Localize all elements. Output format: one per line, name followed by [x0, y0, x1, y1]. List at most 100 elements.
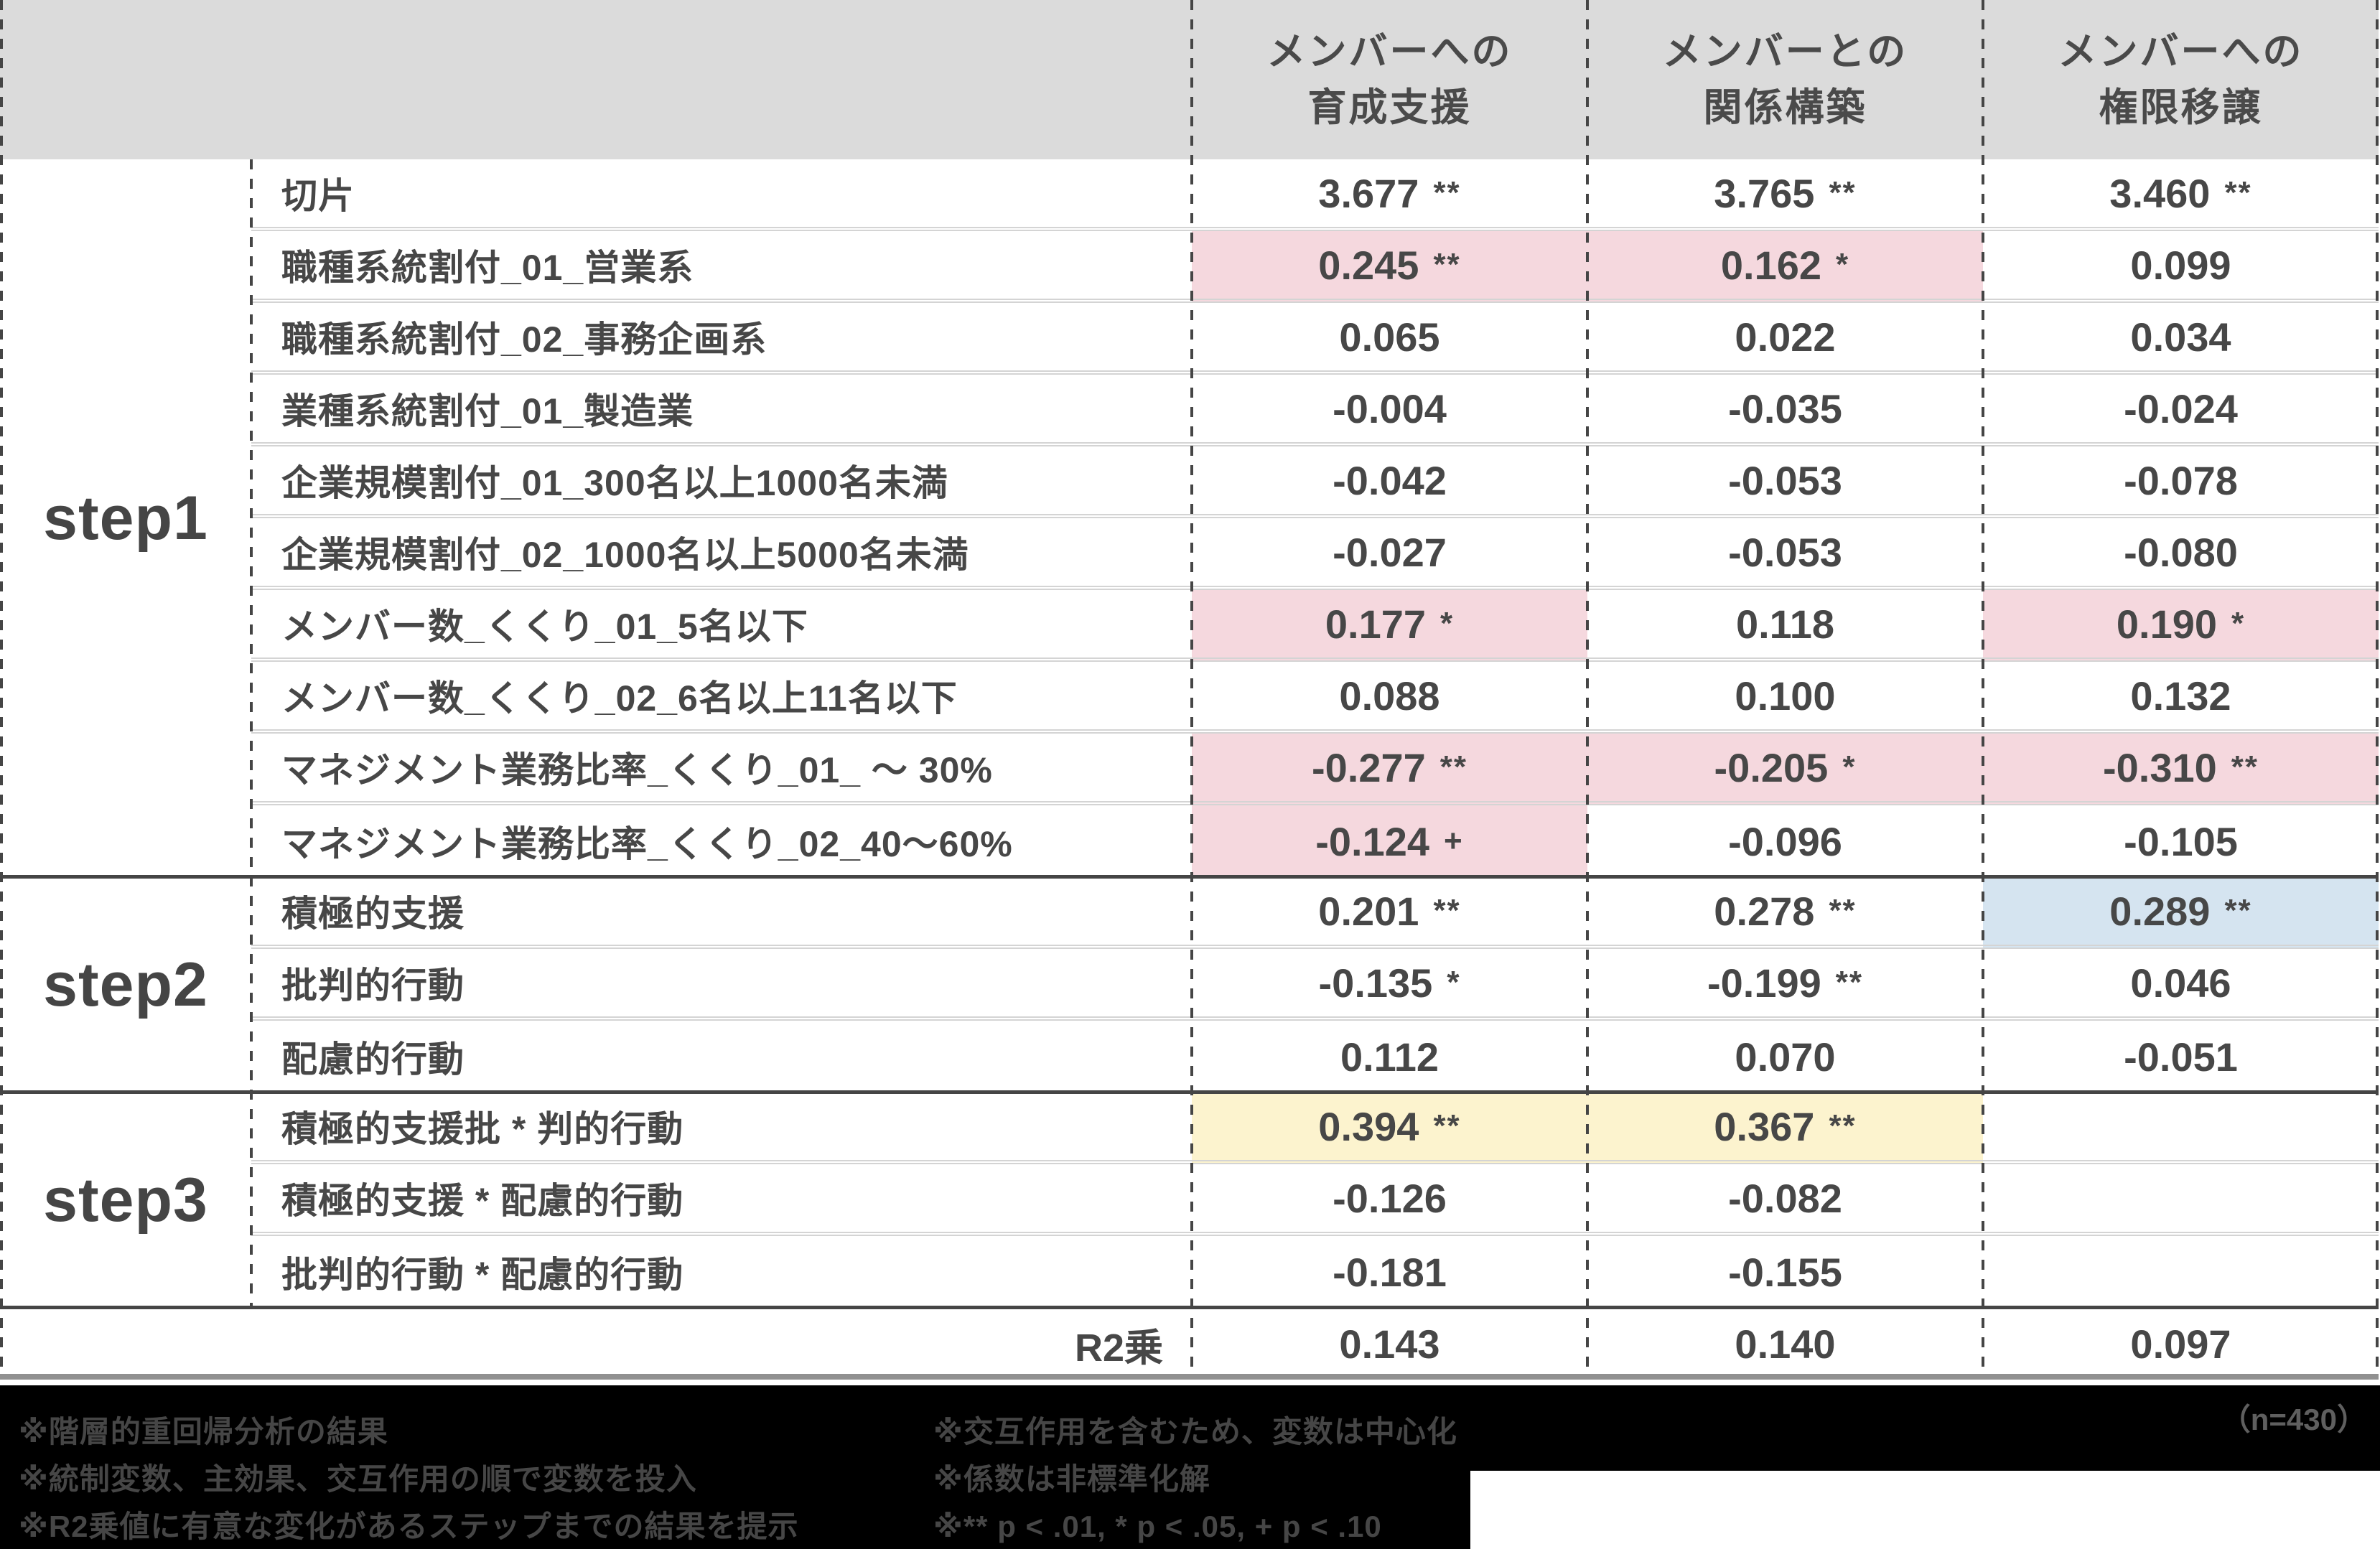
coefficient-value: -0.155: [1728, 1249, 1842, 1295]
coefficient-cell: 0.190 *: [1983, 590, 2379, 662]
coefficient-value: -0.124: [1315, 818, 1430, 864]
significance-marker: **: [1835, 965, 1864, 1000]
significance-marker: **: [1829, 1108, 1857, 1143]
coefficient-value: 0.394: [1318, 1103, 1419, 1149]
coefficient-cell: [1983, 1236, 2379, 1308]
footnote: ※係数は非標準化解: [933, 1462, 1210, 1496]
section-divider-step2-step3: [0, 1090, 2379, 1094]
column-header-kengen-ijou: メンバーへの 権限移譲: [1983, 0, 2379, 159]
coefficient-value: 0.046: [2130, 960, 2231, 1006]
coefficient-value: 0.022: [1735, 314, 1836, 360]
coefficient-value: -0.053: [1728, 529, 1842, 575]
coefficient-value: 0.065: [1339, 314, 1440, 360]
coefficient-value: 0.245: [1318, 242, 1419, 288]
row-label: 企業規模割付_02_1000名以上5000名未満: [251, 518, 1192, 590]
row-label: 批判的行動 * 配慮的行動: [251, 1236, 1192, 1308]
significance-marker: *: [1836, 247, 1850, 282]
coefficient-cell: -0.181: [1192, 1236, 1587, 1308]
significance-marker: **: [1433, 893, 1461, 928]
coefficient-cell: -0.277 **: [1192, 734, 1587, 805]
coefficient-cell: 0.162 *: [1587, 231, 1983, 303]
coefficient-value: -0.135: [1318, 960, 1433, 1006]
section-divider-step1-step2: [0, 875, 2379, 879]
coefficient-cell: 0.132: [1983, 662, 2379, 734]
r2-value-cell: 0.140: [1587, 1308, 1983, 1380]
coefficient-value: 0.177: [1325, 601, 1426, 647]
significance-marker: *: [1447, 965, 1461, 1000]
coefficient-value: 0.190: [2116, 601, 2217, 647]
coefficient-cell: -0.080: [1983, 518, 2379, 590]
column-divider-2-dashed: [1586, 0, 1589, 1380]
coefficient-cell: -0.078: [1983, 446, 2379, 518]
coefficient-value: 0.034: [2130, 314, 2231, 360]
coefficient-value: 0.201: [1318, 888, 1419, 934]
section-divider-step3-r2: [0, 1306, 2379, 1309]
coefficient-cell: 0.100: [1587, 662, 1983, 734]
coefficient-cell: 0.394 **: [1192, 1092, 1587, 1164]
coefficient-cell: -0.096: [1587, 805, 1983, 877]
row-label: メンバー数_くくり_01_5名以下: [251, 590, 1192, 662]
column-header-kankei-kochiku: メンバーとの 関係構築: [1587, 0, 1983, 159]
coefficient-cell: [1983, 1092, 2379, 1164]
coefficient-cell: -0.053: [1587, 518, 1983, 590]
footnotes-right: ※交互作用を含むため、変数は中心化 ※係数は非標準化解 ※** p < .01,…: [933, 1408, 1457, 1549]
coefficient-value: 3.765: [1714, 170, 1815, 216]
step-label-step1: step1: [0, 159, 251, 877]
coefficient-value: -0.024: [2124, 385, 2238, 431]
footnote: ※統制変数、主効果、交互作用の順で変数を投入: [19, 1462, 697, 1496]
coefficient-cell: -0.126: [1192, 1164, 1587, 1236]
coefficient-cell: 0.112: [1192, 1021, 1587, 1092]
coefficient-value: -0.053: [1728, 457, 1842, 503]
row-label: 積極的支援: [251, 877, 1192, 949]
coefficient-value: 0.088: [1339, 673, 1440, 719]
footnote: ※** p < .01, * p < .05, + p < .10: [933, 1510, 1382, 1543]
row-label: 積極的支援 * 配慮的行動: [251, 1164, 1192, 1236]
footer-white-cutout: [1470, 1471, 2380, 1549]
coefficient-value: 0.278: [1714, 888, 1815, 934]
r2-row-label: R2乗: [0, 1308, 1192, 1380]
row-label: マネジメント業務比率_くくり_01_ ～ 30%: [251, 734, 1192, 805]
coefficient-cell: 0.367 **: [1587, 1092, 1983, 1164]
significance-marker: **: [2231, 749, 2259, 785]
row-label: 企業規模割付_01_300名以上1000名未満: [251, 446, 1192, 518]
footnotes-left: ※階層的重回帰分析の結果 ※統制変数、主効果、交互作用の順で変数を投入 ※R2乗…: [19, 1408, 799, 1549]
coefficient-value: -0.051: [2124, 1034, 2238, 1080]
coefficient-cell: -0.024: [1983, 375, 2379, 446]
coefficient-value: 0.112: [1340, 1034, 1439, 1080]
coefficient-cell: 0.088: [1192, 662, 1587, 734]
column-header-ikusei-shien: メンバーへの 育成支援: [1192, 0, 1587, 159]
column-divider-3-dashed: [1982, 0, 1984, 1380]
significance-marker: **: [1439, 749, 1468, 785]
coefficient-cell: 3.460 **: [1983, 159, 2379, 231]
coefficient-cell: -0.004: [1192, 375, 1587, 446]
significance-marker: *: [1440, 606, 1455, 641]
coefficient-cell: 0.289 **: [1983, 877, 2379, 949]
coefficient-value: -0.096: [1728, 818, 1842, 864]
significance-marker: **: [1433, 175, 1461, 210]
r2-value-cell: 0.143: [1192, 1308, 1587, 1380]
coefficient-value: 0.162: [1720, 242, 1821, 288]
significance-marker: **: [2224, 175, 2252, 210]
coefficient-cell: 0.099: [1983, 231, 2379, 303]
coefficient-value: -0.181: [1333, 1249, 1447, 1295]
coefficient-cell: -0.105: [1983, 805, 2379, 877]
coefficient-value: -0.035: [1728, 385, 1842, 431]
significance-marker: +: [1444, 823, 1464, 858]
footnote: ※階層的重回帰分析の結果: [19, 1415, 388, 1449]
coefficient-cell: 0.022: [1587, 303, 1983, 375]
footnote: ※R2乗値に有意な変化があるステップまでの結果を提示: [19, 1510, 799, 1543]
coefficient-value: 0.132: [2130, 673, 2231, 719]
coefficient-cell: -0.205 *: [1587, 734, 1983, 805]
coefficient-cell: -0.124 +: [1192, 805, 1587, 877]
coefficient-value: -0.042: [1333, 457, 1447, 503]
coefficient-cell: 0.065: [1192, 303, 1587, 375]
coefficient-value: -0.199: [1707, 960, 1821, 1006]
coefficient-value: -0.004: [1333, 385, 1447, 431]
table-border-left-dashed: [0, 0, 3, 1380]
coefficient-cell: 0.245 **: [1192, 231, 1587, 303]
coefficient-cell: 3.677 **: [1192, 159, 1587, 231]
coefficient-value: 0.100: [1735, 673, 1836, 719]
significance-marker: **: [1829, 175, 1857, 210]
coefficient-value: 3.677: [1318, 170, 1419, 216]
row-label: 積極的支援批 * 判的行動: [251, 1092, 1192, 1164]
